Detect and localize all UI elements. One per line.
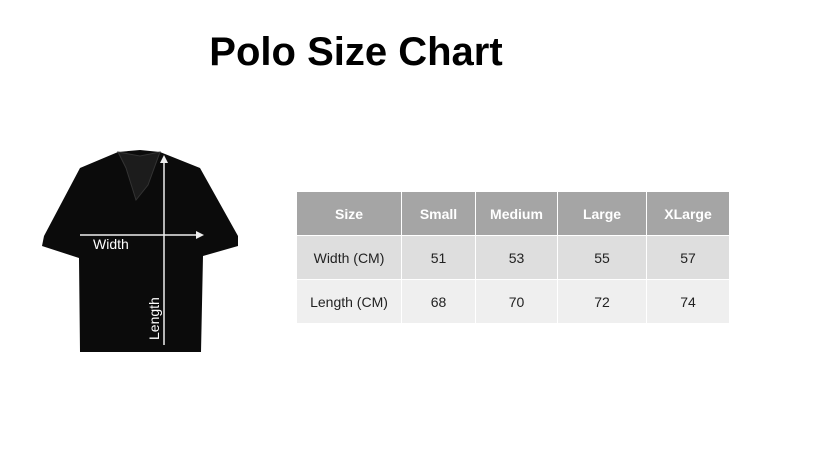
header-cell: Size	[296, 191, 402, 236]
width-label: Width	[93, 236, 129, 252]
table-cell: 51	[401, 235, 476, 280]
table-cell: 72	[557, 279, 647, 324]
row-label: Width (CM)	[296, 235, 402, 280]
polo-shirt-illustration: Width Length	[42, 150, 238, 352]
collar	[117, 151, 161, 202]
header-cell: XLarge	[646, 191, 730, 236]
table-cell: 74	[646, 279, 730, 324]
width-arrowhead-icon	[196, 231, 204, 239]
table-row: Length (CM) 68 70 72 74	[296, 279, 730, 324]
table-row: Width (CM) 51 53 55 57	[296, 235, 730, 280]
row-label: Length (CM)	[296, 279, 402, 324]
shirt-body	[42, 150, 238, 352]
table-cell: 57	[646, 235, 730, 280]
length-label: Length	[146, 297, 162, 340]
size-table: Size Small Medium Large XLarge Width (CM…	[296, 191, 730, 324]
table-cell: 70	[475, 279, 558, 324]
header-cell: Small	[401, 191, 476, 236]
header-cell: Medium	[475, 191, 558, 236]
header-cell: Large	[557, 191, 647, 236]
page-title: Polo Size Chart	[209, 30, 503, 74]
table-header-row: Size Small Medium Large XLarge	[296, 191, 730, 236]
length-arrowhead-icon	[160, 155, 168, 163]
table-cell: 53	[475, 235, 558, 280]
table-cell: 68	[401, 279, 476, 324]
table-cell: 55	[557, 235, 647, 280]
